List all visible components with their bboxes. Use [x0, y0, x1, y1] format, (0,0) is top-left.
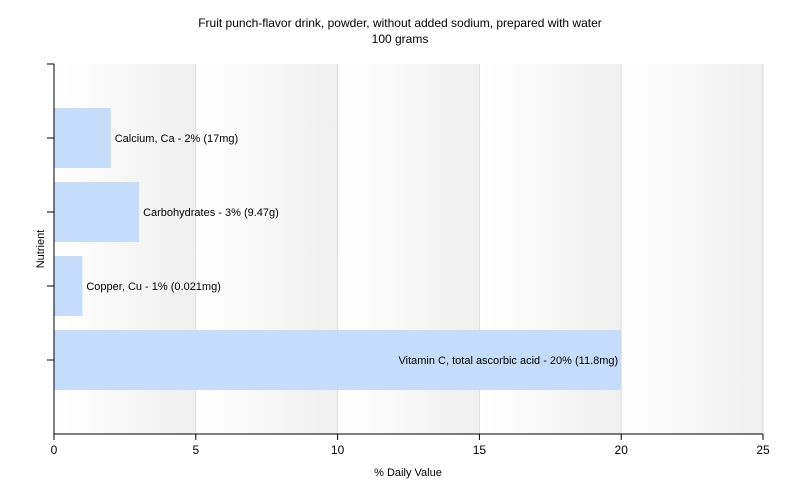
axes: 0 5 10 15 20 25 — [47, 63, 770, 457]
bar-copper-cu — [54, 256, 83, 316]
bar-calcium-ca — [54, 108, 111, 168]
x-tick-label: 0 — [51, 443, 58, 457]
data-label: Vitamin C, total ascorbic acid - 20% (11… — [399, 355, 619, 367]
data-label: Copper, Cu - 1% (0.021mg) — [86, 281, 221, 293]
data-label: Carbohydrates - 3% (9.47g) — [143, 207, 279, 219]
chart-title: Fruit punch-flavor drink, powder, withou… — [198, 16, 602, 30]
x-tick-label: 15 — [473, 443, 487, 457]
x-tick-label: 5 — [192, 443, 199, 457]
data-labels: Calcium, Ca - 2% (17mg) Carbohydrates - 3… — [86, 133, 618, 367]
x-tick-label: 25 — [756, 443, 770, 457]
x-tick-label: 10 — [331, 443, 345, 457]
chart-subtitle: 100 grams — [371, 32, 429, 46]
y-axis-label: Nutrient — [35, 230, 47, 269]
bars — [54, 108, 622, 390]
x-tick-label: 20 — [615, 443, 629, 457]
data-label: Calcium, Ca - 2% (17mg) — [115, 133, 238, 145]
bar-vitamin-c-total-ascorbic-acid — [54, 330, 622, 390]
bar-carbohydrates — [54, 182, 140, 242]
plot-band — [621, 64, 763, 434]
x-axis-label: % Daily Value — [374, 467, 442, 479]
